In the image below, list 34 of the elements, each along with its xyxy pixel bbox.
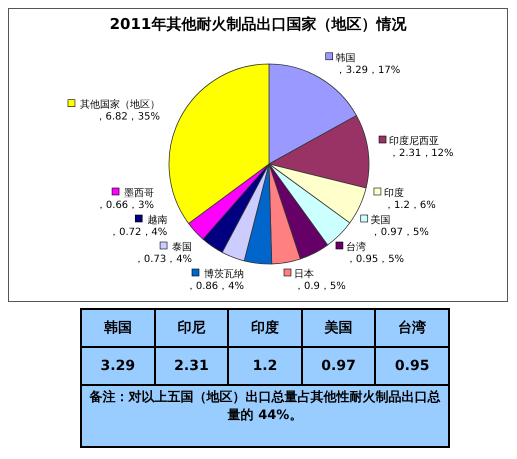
category-label: 台湾 [375,309,449,347]
data-label: ，6.82，35% [95,112,160,123]
data-label: ，0.66，3% [96,200,154,211]
data-label: ，0.86，4% [186,281,244,292]
data-label: ，0.73，4% [134,254,192,265]
text: 备注：对以上五国（地区）出口总量占其他性耐火制品出口总量的 44%。 [81,385,449,447]
data-label: ，3.29，17% [336,64,400,76]
data-label: ，2.31，12% [389,148,454,160]
legend-label: 墨西哥 [124,188,154,199]
legend-label: 越南 [147,214,168,226]
data-label: 0.97 [302,347,376,385]
legend-label: 美国 [370,214,391,226]
data-label: ，1.2，6% [384,200,436,211]
data-label: 0.95 [375,347,449,385]
data-label: ，0.9，5% [294,281,346,292]
category-label: 印尼 [154,309,228,347]
category-label: 美国 [302,309,376,347]
legend-label: 印度尼西亚 [389,135,440,148]
data-label: 3.29 [81,347,155,385]
legend-label: 日本 [294,268,314,280]
data-label: ，0.97，5% [370,227,429,238]
data-label: 1.2 [228,347,302,385]
data-label: ，0.72，4% [109,227,168,238]
legend-label: 博茨瓦纳 [204,268,244,280]
chart-title: 2011年其他耐火制品出口国家（地区）情况 [108,15,408,35]
legend-label: 韩国 [336,52,356,64]
legend-label: 泰国 [172,242,192,253]
legend-label: 台湾 [346,241,366,253]
legend-label: 印度 [384,187,404,199]
category-label: 印度 [228,309,302,347]
legend-label: 其他国家（地区） [80,98,160,111]
category-label: 韩国 [81,309,155,347]
data-label: ，0.95，5% [346,254,404,265]
data-label: 2.31 [154,347,228,385]
